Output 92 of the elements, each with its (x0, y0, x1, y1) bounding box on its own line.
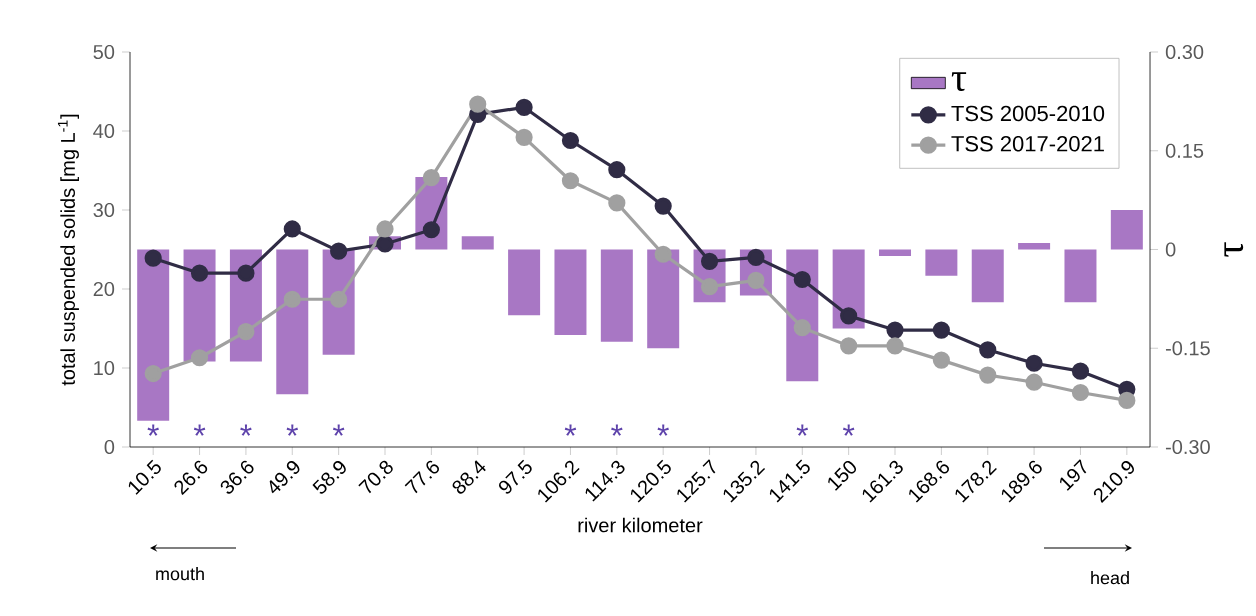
y-axis-title: total suspended solids [mg L$^{-1}$] (57, 114, 79, 386)
point (330, 290, 348, 308)
point (376, 220, 394, 238)
point (793, 319, 811, 337)
y2-axis-title: τ (1224, 242, 1244, 257)
point (840, 337, 858, 355)
bar (508, 249, 541, 316)
point (840, 307, 858, 325)
data-label: * (796, 424, 809, 436)
point (237, 323, 255, 341)
data-label: * (240, 424, 252, 436)
point (700, 278, 719, 296)
data-label: * (193, 424, 206, 436)
text: mouth (156, 567, 204, 581)
text: head (1091, 571, 1129, 585)
y-tick-label: 10 (94, 360, 115, 376)
y2-tick-label: 0.15 (1165, 143, 1204, 158)
x-tick-label: 197 (1059, 459, 1087, 491)
point (979, 366, 997, 384)
bar (276, 249, 309, 395)
legend-label: τ (951, 72, 967, 92)
point (979, 341, 997, 359)
data-label: * (611, 424, 623, 436)
point (793, 270, 811, 289)
x-tick-label: 58.9 (312, 461, 346, 494)
y-tick-label: 50 (93, 44, 115, 60)
legend-label: TSS 2017-2021 (951, 135, 1104, 152)
y2-tick-label: 0.30 (1165, 44, 1204, 60)
y-tick-label: 30 (93, 202, 115, 218)
point (608, 194, 626, 212)
point (1025, 373, 1043, 391)
point (1025, 354, 1043, 372)
point (283, 220, 301, 238)
point (886, 321, 904, 339)
point (1118, 391, 1136, 409)
data-label: * (842, 424, 855, 436)
point (561, 172, 580, 190)
point (932, 321, 950, 339)
point (144, 249, 162, 267)
point (330, 242, 348, 260)
x-tick-label: 88.4 (452, 460, 486, 494)
bar (925, 249, 958, 276)
point (376, 235, 394, 253)
point (747, 248, 765, 267)
y-tick-label: 40 (93, 123, 115, 139)
point (561, 131, 580, 150)
point (469, 95, 487, 113)
bar (137, 249, 170, 421)
bar (554, 249, 587, 336)
data-label: * (286, 424, 299, 436)
y2-tick-label: -0.30 (1165, 439, 1210, 455)
bar (647, 249, 680, 349)
point (886, 337, 904, 355)
point (932, 351, 950, 369)
y-tick-label: 20 (93, 281, 115, 297)
data-label: * (564, 424, 577, 436)
legend-label: TSS 2005-2010 (951, 105, 1105, 122)
point (608, 161, 626, 179)
data-label: * (332, 424, 345, 436)
point (190, 349, 209, 367)
bar (600, 249, 633, 342)
bar (1064, 249, 1097, 303)
point (654, 245, 672, 263)
point (283, 290, 301, 308)
data-label: * (657, 424, 669, 436)
point (515, 98, 533, 116)
point (422, 169, 440, 187)
x-axis-title: river kilometer (578, 517, 703, 533)
point (422, 221, 440, 239)
point (654, 197, 672, 215)
x-tick-label: 97.5 (498, 459, 532, 494)
x-tick-label: 77.6 (404, 460, 440, 494)
bar (879, 249, 912, 257)
point (190, 264, 209, 282)
x-tick-label: 36.6 (220, 460, 254, 494)
bar (461, 236, 494, 250)
bar (971, 249, 1004, 303)
point (144, 364, 162, 383)
x-tick-label: 49.9 (269, 461, 300, 494)
point (1071, 383, 1090, 402)
x-tick-label: 70.8 (358, 460, 393, 494)
point (515, 128, 533, 146)
point (237, 264, 255, 282)
y-tick-label: 0 (104, 439, 115, 455)
y2-tick-label: -0.15 (1165, 341, 1210, 356)
bar (1018, 242, 1051, 250)
y2-tick-label: 0 (1165, 242, 1176, 257)
x-tick-label: 150 (828, 460, 857, 491)
data-label: * (147, 424, 159, 436)
bar (1110, 210, 1143, 250)
point (700, 252, 719, 270)
point (1071, 362, 1090, 380)
